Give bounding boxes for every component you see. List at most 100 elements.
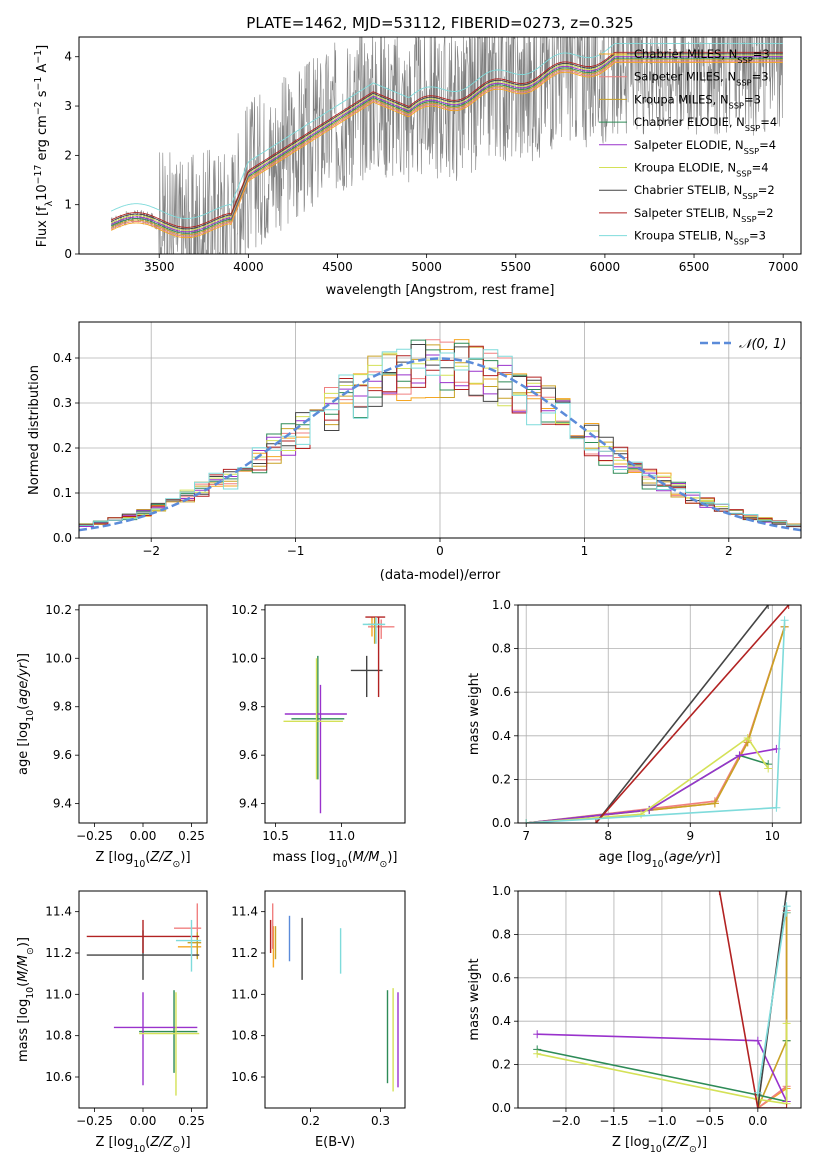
label-part: 10 bbox=[133, 1144, 145, 1155]
y-tick-label: 11.4 bbox=[45, 905, 72, 919]
y-tick-label: 1.0 bbox=[492, 884, 511, 898]
label-part: =2 bbox=[757, 206, 774, 220]
label-part: =3 bbox=[749, 229, 766, 243]
weight-ylabel: mass weight bbox=[467, 673, 482, 755]
legend-entry: 𝒩(0, 1) bbox=[739, 337, 786, 352]
label-part: SSP bbox=[736, 78, 751, 88]
scatter-xlabel: mass [log10(M/M⊙)] bbox=[273, 850, 398, 870]
y-tick-label: 10.8 bbox=[45, 1029, 72, 1043]
spectrum-model-line bbox=[110, 62, 783, 239]
scatter-xlabel: Z [log10(Z/Z⊙)] bbox=[95, 850, 190, 870]
weight-ylabel: mass weight bbox=[467, 958, 482, 1040]
label-part: )] bbox=[16, 653, 31, 663]
label-part: ( bbox=[145, 1135, 150, 1150]
label-part: M/M bbox=[16, 955, 31, 982]
plot-area bbox=[269, 903, 399, 1092]
label-part: Z [log bbox=[95, 850, 133, 865]
x-tick-label: 1 bbox=[581, 544, 589, 558]
y-tick-label: 10.0 bbox=[45, 651, 72, 665]
y-tick-label: 9.6 bbox=[239, 748, 258, 762]
spectrum-model-line bbox=[110, 57, 783, 234]
weight-line bbox=[526, 626, 786, 823]
residual-histogram bbox=[79, 348, 801, 529]
y-tick-label: 0.4 bbox=[53, 351, 72, 365]
label-part: erg cm bbox=[35, 115, 50, 164]
label-part: Kroupa STELIB, N bbox=[634, 229, 734, 243]
plot-area bbox=[79, 322, 801, 538]
label-part: 10 bbox=[336, 859, 348, 870]
label-part: mass [log bbox=[16, 999, 31, 1062]
label-part: −2 bbox=[33, 101, 44, 115]
x-tick-label: 10.5 bbox=[262, 829, 289, 843]
scatter-axes-frame bbox=[264, 890, 406, 1109]
label-part: =4 bbox=[759, 138, 776, 152]
x-tick-label: 5000 bbox=[411, 260, 442, 274]
x-tick-label: −0.25 bbox=[76, 1114, 113, 1128]
weight-line bbox=[526, 620, 786, 823]
residual-ylabel: Normed distribution bbox=[27, 365, 42, 495]
label-part: =4 bbox=[760, 115, 777, 129]
x-tick-label: 4500 bbox=[322, 260, 353, 274]
spectrum-ylabel: Flux [fλ10−17 erg cm−2 s−1 A−1] bbox=[33, 45, 55, 247]
x-tick-label: 8 bbox=[604, 829, 612, 843]
label-part: SSP bbox=[745, 123, 760, 133]
label-part: SSP bbox=[737, 55, 752, 65]
x-tick-label: 0.00 bbox=[130, 1114, 157, 1128]
label-part: )] bbox=[387, 850, 397, 865]
y-tick-label: 10.8 bbox=[231, 1029, 258, 1043]
x-tick-label: 0.2 bbox=[301, 1114, 320, 1128]
y-tick-label: 10.2 bbox=[45, 603, 72, 617]
scatter-xlabel: Z [log10(Z/Z⊙)] bbox=[95, 1135, 190, 1155]
y-tick-label: 9.4 bbox=[239, 797, 258, 811]
label-part: mass [log bbox=[273, 850, 336, 865]
label-part: Flux [f bbox=[35, 206, 50, 247]
weight-axes-frame bbox=[517, 890, 802, 1109]
x-tick-label: 0.25 bbox=[178, 1114, 205, 1128]
label-part: =3 bbox=[752, 70, 769, 84]
y-tick-label: 0.0 bbox=[53, 531, 72, 545]
legend-entry: Kroupa STELIB, NSSP=3 bbox=[634, 229, 766, 247]
y-tick-label: 11.0 bbox=[231, 987, 258, 1001]
x-tick-label: −0.25 bbox=[76, 829, 113, 843]
x-tick-label: −1.0 bbox=[647, 1114, 676, 1128]
x-tick-label: 5500 bbox=[500, 260, 531, 274]
gaussian-curve bbox=[79, 357, 801, 532]
x-tick-label: 9 bbox=[686, 829, 694, 843]
label-part: ⊙ bbox=[173, 1144, 181, 1155]
label-part: =4 bbox=[752, 161, 769, 175]
x-tick-label: 0.0 bbox=[748, 1114, 767, 1128]
label-part: ( bbox=[16, 982, 31, 987]
label-part: )] bbox=[180, 1135, 190, 1150]
label-part: age/yr bbox=[669, 850, 712, 865]
x-tick-label: 7000 bbox=[768, 260, 799, 274]
x-tick-label: −1.5 bbox=[599, 1114, 628, 1128]
y-tick-label: 3 bbox=[64, 99, 72, 113]
y-tick-label: 9.8 bbox=[53, 700, 72, 714]
label-part: s bbox=[35, 90, 50, 101]
y-tick-label: 10.0 bbox=[231, 651, 258, 665]
plot-area bbox=[518, 891, 801, 1108]
x-tick-label: 6500 bbox=[679, 260, 710, 274]
label-part: 10 bbox=[650, 1144, 662, 1155]
label-part: 10 bbox=[133, 859, 145, 870]
y-tick-label: 11.0 bbox=[45, 987, 72, 1001]
x-tick-label: 2 bbox=[725, 544, 733, 558]
label-part: 10 bbox=[25, 710, 36, 722]
label-part: ⊙ bbox=[25, 947, 36, 955]
label-part: )] bbox=[697, 1135, 707, 1150]
spectrum-model-line bbox=[110, 51, 783, 228]
label-part: 10 bbox=[25, 987, 36, 999]
x-tick-label: 3500 bbox=[144, 260, 175, 274]
y-tick-label: 4 bbox=[64, 50, 72, 64]
label-part: Z/Z bbox=[149, 850, 173, 865]
label-part: ( bbox=[16, 705, 31, 710]
spectrum-title: PLATE=1462, MJD=53112, FIBERID=0273, z=0… bbox=[246, 14, 633, 32]
label-part: Z/Z bbox=[149, 1135, 173, 1150]
label-part: Salpeter MILES, N bbox=[634, 70, 736, 84]
y-tick-label: 10.6 bbox=[231, 1070, 258, 1084]
label-part: −1 bbox=[33, 50, 44, 64]
plot-area bbox=[86, 903, 202, 1096]
y-tick-label: 0.2 bbox=[492, 1058, 511, 1072]
x-tick-label: −2 bbox=[142, 544, 160, 558]
